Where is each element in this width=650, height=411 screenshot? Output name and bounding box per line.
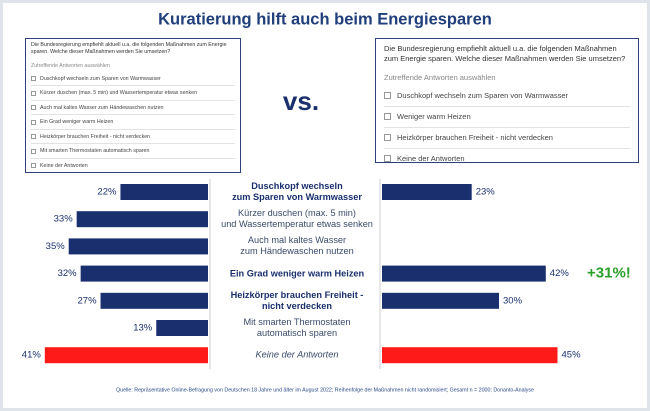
- annotation: +31%!: [587, 265, 631, 282]
- bar: [382, 265, 546, 282]
- options: Duschkopf wechseln zum Sparen von Warmwa…: [384, 86, 630, 169]
- checkbox: [31, 90, 36, 96]
- category-label: Kürzer duschen (max. 5 min) und Wasserte…: [221, 208, 373, 230]
- checkbox: [384, 92, 391, 99]
- bar: [100, 292, 208, 309]
- survey-right: Die Bundesregierung empfiehlt aktuell u.…: [375, 38, 639, 163]
- bar: [382, 184, 472, 200]
- value-label: 42%: [550, 268, 570, 279]
- value-label: 41%: [22, 350, 42, 361]
- value-label: 45%: [562, 350, 582, 361]
- option: Ein Grad weniger warm Heizen: [31, 115, 235, 130]
- option: Auch mal kaltes Wasser zum Händewaschen …: [31, 101, 235, 116]
- checkbox: [31, 134, 36, 139]
- chart-title: Kuratierung hilft auch beim Energiespare…: [158, 10, 492, 28]
- option: Duschkopf wechseln zum Sparen von Warmwa…: [31, 72, 235, 87]
- value-label: 35%: [46, 241, 66, 252]
- checkbox: [31, 163, 36, 168]
- hint: Zutreffende Antworten auswählen: [31, 62, 110, 69]
- option: Heizkörper brauchen Freiheit - nicht ver…: [31, 130, 235, 145]
- bar: [44, 347, 208, 364]
- hint: Zutreffende Antworten auswählen: [384, 72, 496, 82]
- value-label: 27%: [78, 295, 98, 306]
- option-label: Duschkopf wechseln zum Sparen von Warmwa…: [397, 91, 569, 100]
- bar: [80, 265, 208, 282]
- value-label: 23%: [476, 187, 496, 198]
- value-label: 22%: [97, 187, 117, 198]
- bar: [120, 184, 208, 200]
- survey-left: Die Bundesregierung empfiehlt aktuell u.…: [25, 38, 241, 173]
- option-label: Mit smarten Thermostaten automatisch spa…: [40, 148, 150, 154]
- option-label: Weniger warm Heizen: [397, 112, 471, 121]
- bar: [156, 320, 208, 336]
- value-label: 13%: [133, 323, 153, 334]
- category-label: Duschkopf wechseln zum Sparen von Warmwa…: [232, 181, 362, 202]
- checkbox: [31, 119, 36, 125]
- options: Duschkopf wechseln zum Sparen von Warmwa…: [31, 72, 235, 173]
- option: Mit smarten Thermostaten automatisch spa…: [31, 144, 235, 159]
- question: Die Bundesregierung empfiehlt aktuell u.…: [31, 42, 227, 55]
- bar: [68, 238, 208, 255]
- checkbox: [384, 155, 391, 162]
- option-label: Heizkörper brauchen Freiheit - nicht ver…: [40, 133, 151, 140]
- option-label: Keine der Antworten: [40, 162, 88, 169]
- bar: [382, 347, 558, 364]
- category-label: Auch mal kaltes Wasser zum Händewaschen …: [240, 235, 354, 257]
- option: Weniger warm Heizen: [384, 107, 630, 128]
- checkbox: [384, 113, 391, 120]
- checkbox: [384, 134, 391, 141]
- category-label: Keine der Antworten: [255, 349, 339, 360]
- option: Heizkörper brauchen Freiheit - nicht ver…: [384, 128, 630, 149]
- option: Keine der Antworten: [31, 159, 235, 173]
- option-label: Duschkopf wechseln zum Sparen von Warmwa…: [40, 75, 161, 82]
- option-label: Heizkörper brauchen Freiheit - nicht ver…: [397, 133, 553, 142]
- source: Quelle: Repräsentative Online-Befragung …: [116, 387, 534, 393]
- category-label: Heizkörper brauchen Freiheit - nicht ver…: [230, 289, 364, 311]
- option-label: Ein Grad weniger warm Heizen: [40, 119, 114, 125]
- checkbox: [31, 148, 36, 154]
- option-label: Keine der Antworten: [397, 154, 465, 163]
- option: Duschkopf wechseln zum Sparen von Warmwa…: [384, 86, 630, 107]
- value-label: 30%: [503, 295, 523, 306]
- category-label: Mit smarten Thermostaten automatisch spa…: [243, 317, 351, 338]
- checkbox: [31, 76, 36, 81]
- slide: Kuratierung hilft auch beim Energiespare…: [3, 3, 647, 408]
- option: Keine der Antworten: [384, 149, 630, 169]
- label-column: [210, 179, 380, 369]
- option-label: Kürzer duschen (max. 5 min) und Wasserte…: [40, 90, 198, 96]
- category-label: Ein Grad weniger warm Heizen: [229, 268, 365, 279]
- bar: [76, 211, 208, 228]
- checkbox: [31, 105, 36, 110]
- question: Die Bundesregierung empfiehlt aktuell u.…: [384, 44, 626, 63]
- option: Kürzer duschen (max. 5 min) und Wasserte…: [31, 86, 235, 101]
- bar: [382, 292, 499, 309]
- chart: Kuratierung hilft auch beim Energiespare…: [22, 10, 631, 393]
- option-label: Auch mal kaltes Wasser zum Händewaschen …: [40, 104, 164, 111]
- vs-label: vs.: [283, 86, 319, 116]
- value-label: 32%: [58, 268, 78, 279]
- value-label: 33%: [54, 214, 74, 225]
